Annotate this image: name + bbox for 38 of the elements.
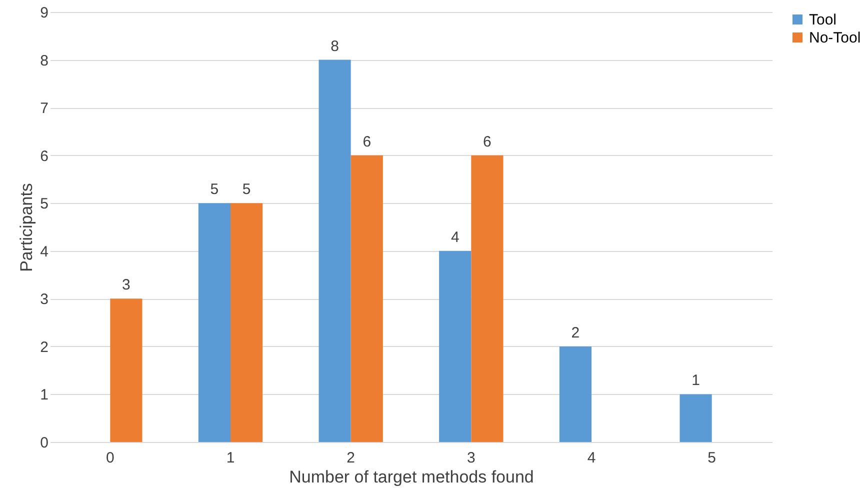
data-label: 5 <box>210 181 219 198</box>
y-tick-label: 0 <box>40 434 48 452</box>
data-label: 2 <box>571 324 580 342</box>
y-tick-label: 6 <box>40 148 48 165</box>
y-tick-label: 3 <box>40 291 48 308</box>
y-tick-label: 8 <box>40 52 48 70</box>
bar <box>350 155 383 442</box>
data-label: 3 <box>122 276 130 294</box>
data-label: 6 <box>362 133 372 150</box>
x-tick-label: 5 <box>708 450 716 466</box>
data-label: 8 <box>330 38 339 55</box>
x-tick-label: 0 <box>106 450 114 466</box>
data-label: 5 <box>242 181 251 198</box>
bar <box>230 203 263 442</box>
bar <box>110 298 142 442</box>
y-tick-label: 7 <box>40 100 48 118</box>
x-tick-label: 3 <box>466 450 476 466</box>
x-tick-label: 4 <box>587 450 596 466</box>
y-tick-label: 1 <box>40 386 48 404</box>
data-label: 1 <box>692 372 700 390</box>
data-label: 4 <box>450 228 460 246</box>
x-axis-title: Number of target methods found <box>289 468 534 486</box>
x-tick-label: 1 <box>226 450 235 466</box>
x-tick-label: 2 <box>346 450 356 466</box>
bar <box>439 250 472 442</box>
y-tick-label: 4 <box>40 243 48 260</box>
bar <box>559 346 592 442</box>
legend-label: Tool <box>809 12 837 28</box>
bar <box>471 155 504 442</box>
y-tick-label: 5 <box>40 196 48 213</box>
bar <box>680 394 712 442</box>
data-label: 6 <box>483 133 492 150</box>
y-tick-label: 2 <box>40 338 48 356</box>
y-tick-label: 9 <box>40 4 48 22</box>
legend-label: No-Tool <box>809 30 861 46</box>
bar <box>198 203 230 442</box>
bar <box>318 60 351 442</box>
y-axis-title: Participants <box>17 183 36 272</box>
